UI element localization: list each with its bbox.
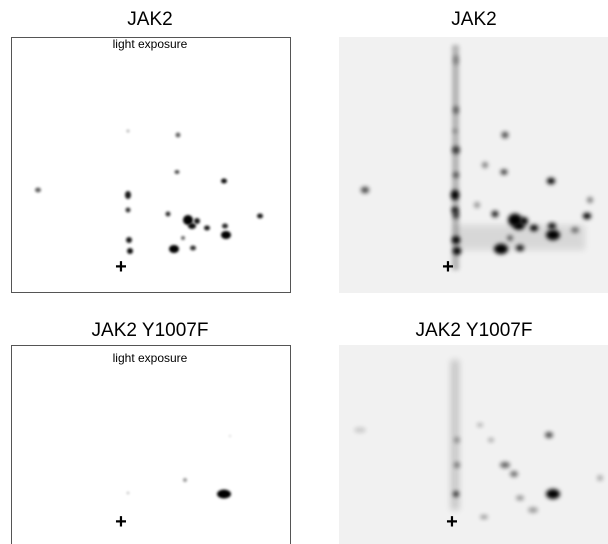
spot <box>582 212 592 220</box>
spot <box>546 177 556 185</box>
spot <box>174 170 180 174</box>
spot <box>221 231 231 239</box>
spot <box>452 45 459 270</box>
panel-frame <box>11 37 291 293</box>
spot <box>183 478 187 482</box>
spot <box>491 210 499 218</box>
spot <box>183 215 193 225</box>
panel-title: JAK2 Y1007F <box>416 320 533 341</box>
spot <box>587 197 593 203</box>
spot <box>494 243 508 255</box>
spot <box>453 106 459 114</box>
spot <box>194 218 200 224</box>
spot <box>217 489 231 499</box>
panel-note: light exposure <box>113 351 188 365</box>
panel-title: JAK2 Y1007F <box>92 320 209 341</box>
spot <box>547 222 557 230</box>
spot <box>482 162 488 168</box>
spot <box>126 129 130 133</box>
spot <box>571 227 579 233</box>
spot <box>545 432 553 438</box>
spot <box>125 207 131 213</box>
spot <box>597 475 603 481</box>
spot <box>221 178 227 184</box>
spot <box>452 146 460 154</box>
spot <box>453 55 459 65</box>
spot <box>546 489 560 499</box>
spot <box>529 224 539 232</box>
spot <box>500 169 508 175</box>
spot <box>546 229 560 241</box>
spot <box>488 438 494 442</box>
spot <box>204 225 210 231</box>
spot <box>453 491 459 497</box>
panel-title: JAK2 <box>451 9 496 30</box>
spot <box>453 172 459 178</box>
spot <box>257 213 263 219</box>
spot <box>507 235 513 241</box>
spot <box>360 186 370 194</box>
spot <box>453 211 459 219</box>
spot <box>500 462 510 468</box>
panel-frame <box>11 345 291 544</box>
spot <box>127 248 133 254</box>
spot <box>175 132 181 138</box>
spot <box>35 187 41 193</box>
spot <box>454 462 460 468</box>
spot <box>452 247 462 255</box>
spot <box>515 244 525 252</box>
spot <box>451 360 459 510</box>
spot <box>528 507 538 513</box>
origin-marker: + <box>446 511 458 533</box>
spot <box>188 223 196 229</box>
spot-layer <box>35 45 603 519</box>
spot <box>222 223 228 229</box>
spot <box>354 427 366 433</box>
spot <box>451 236 461 244</box>
panel-background <box>339 37 608 293</box>
spot <box>190 245 196 251</box>
spot <box>519 217 529 225</box>
spot <box>501 131 509 139</box>
spot <box>474 202 480 208</box>
spot <box>125 191 131 199</box>
origin-marker: + <box>115 256 127 278</box>
spot <box>480 515 488 519</box>
spot <box>516 495 524 501</box>
spot <box>181 236 185 240</box>
spot <box>477 423 483 427</box>
panel-background <box>339 345 608 544</box>
origin-marker: + <box>442 256 454 278</box>
spot <box>452 129 458 133</box>
spot <box>454 437 460 443</box>
spot <box>229 435 231 437</box>
spot <box>450 189 460 201</box>
origin-marker: + <box>115 511 127 533</box>
panel-title: JAK2 <box>127 9 172 30</box>
spot <box>165 211 171 217</box>
spot <box>126 237 132 243</box>
spot <box>169 245 179 253</box>
spot <box>126 491 130 495</box>
panel-note: light exposure <box>113 37 188 51</box>
spot <box>510 471 518 477</box>
